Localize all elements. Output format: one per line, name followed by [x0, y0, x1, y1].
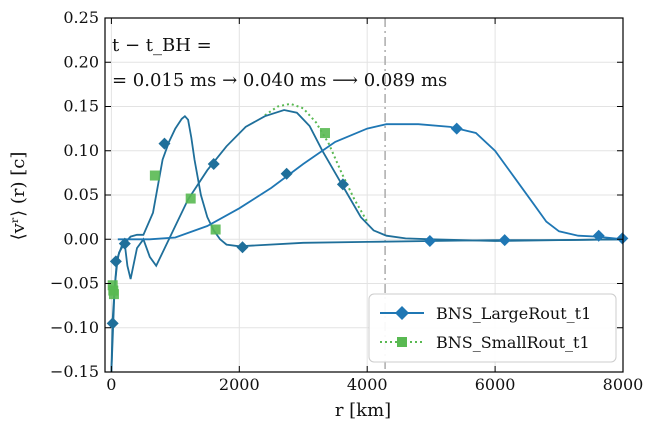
- small-series-marker: [149, 170, 160, 181]
- y-ticks: −0.15 −0.10 −0.05 0.00 0.05 0.10 0.15 0.20 0.25: [50, 8, 623, 381]
- x-tick-label: 6000: [475, 375, 516, 394]
- large-series-marker: [158, 137, 171, 150]
- y-axis-label: ⟨vʳ⟩ (r) [c]: [8, 152, 29, 241]
- time-annotation-line2: = 0.015 ms → 0.040 ms ⟶ 0.089 ms: [112, 70, 447, 91]
- small-series-marker: [210, 224, 221, 235]
- legend-label-small: BNS_SmallRout_t1: [436, 333, 590, 352]
- x-tick-label: 8000: [603, 375, 644, 394]
- y-tick-label: −0.10: [50, 318, 99, 337]
- y-tick-label: 0.10: [63, 141, 99, 160]
- large-series-marker: [236, 241, 249, 254]
- large-series-marker: [106, 317, 119, 330]
- small-series-marker: [185, 193, 196, 204]
- y-tick-label: 0.05: [63, 185, 99, 204]
- legend-label-large: BNS_LargeRout_t1: [436, 304, 591, 323]
- time-annotation-line1: t − t_BH =: [112, 35, 212, 56]
- legend-item-large: BNS_LargeRout_t1: [380, 304, 591, 323]
- x-tick-label: 2000: [219, 375, 260, 394]
- y-tick-label: 0.25: [63, 8, 99, 27]
- large-series-marker: [616, 232, 629, 245]
- large-series-marker: [280, 167, 293, 180]
- legend-item-small: BNS_SmallRout_t1: [380, 333, 590, 352]
- y-tick-label: 0.15: [63, 97, 99, 116]
- y-tick-label: −0.15: [50, 362, 99, 381]
- legend: BNS_LargeRout_t1 BNS_SmallRout_t1: [368, 293, 617, 363]
- legend-marker-diamond: [395, 306, 409, 320]
- large-series-marker: [118, 237, 131, 250]
- small-series-line: [264, 102, 369, 223]
- x-ticks: 0 2000 4000 6000 8000: [106, 18, 643, 394]
- small-series-marker: [319, 128, 330, 139]
- large-series-marker: [450, 122, 463, 135]
- x-axis-label: r [km]: [335, 400, 391, 421]
- x-tick-label: 4000: [347, 375, 388, 394]
- y-tick-label: −0.05: [50, 274, 99, 293]
- large-series-marker: [423, 235, 436, 248]
- y-tick-label: 0.00: [63, 229, 99, 248]
- x-tick-label: 0: [106, 375, 116, 394]
- series-layer: [106, 102, 629, 372]
- large-series-marker: [207, 158, 220, 171]
- large-series-marker: [498, 234, 511, 247]
- large-series-marker: [336, 178, 349, 191]
- large-series-marker: [592, 229, 605, 242]
- large-series-line: [110, 109, 623, 372]
- legend-box: [368, 293, 617, 363]
- small-series-marker: [107, 280, 118, 291]
- large-series-marker: [109, 255, 122, 268]
- large-series-line: [117, 123, 623, 241]
- small-series-marker: [108, 289, 119, 300]
- legend-marker-square: [397, 337, 407, 347]
- y-tick-label: 0.20: [63, 52, 99, 71]
